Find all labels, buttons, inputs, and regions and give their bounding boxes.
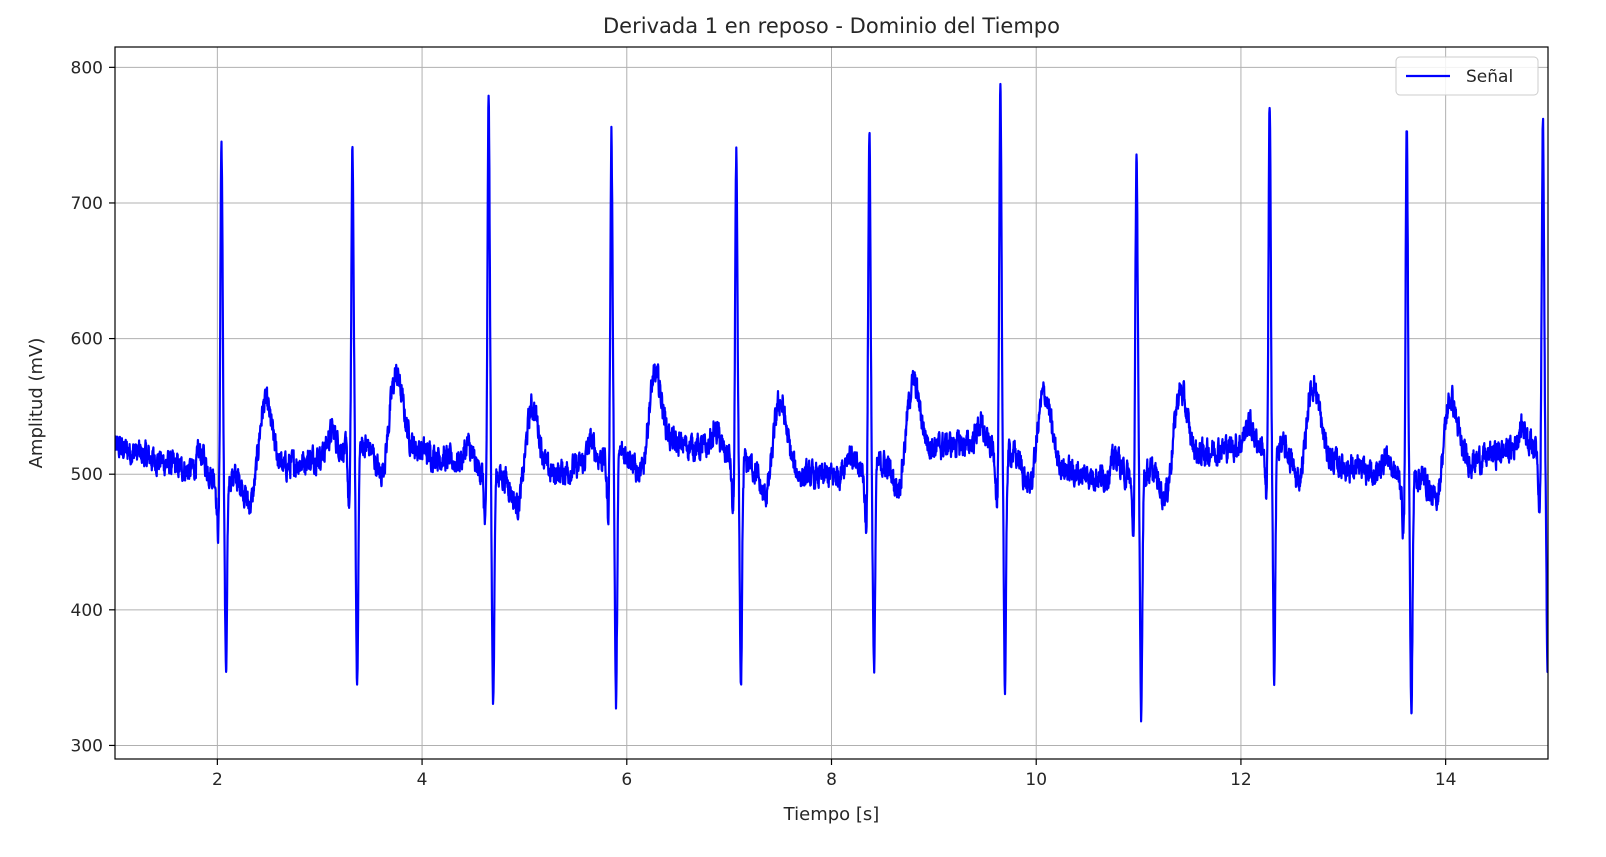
x-axis-title: Tiempo [s] bbox=[783, 804, 880, 825]
legend-box bbox=[1395, 56, 1539, 96]
y-tick-label: 300 bbox=[71, 736, 103, 756]
x-tick-label: 6 bbox=[621, 770, 632, 790]
y-tick-label: 400 bbox=[71, 601, 103, 621]
y-axis-title: Amplitud (mV) bbox=[26, 338, 47, 469]
series-line-senal bbox=[115, 82, 1548, 723]
y-tick-label: 600 bbox=[71, 330, 103, 350]
legend: Señal bbox=[1395, 56, 1539, 96]
y-axis: 300 400 500 600 700 800 bbox=[71, 58, 115, 756]
x-tick-label: 2 bbox=[212, 770, 223, 790]
x-tick-label: 10 bbox=[1025, 770, 1047, 790]
y-tick-label: 500 bbox=[71, 465, 103, 485]
grid-lines bbox=[115, 47, 1548, 759]
y-tick-label: 700 bbox=[71, 194, 103, 214]
y-tick-label: 800 bbox=[71, 58, 103, 78]
x-axis: 2 4 6 8 10 12 14 bbox=[212, 759, 1457, 790]
series-layer bbox=[115, 82, 1548, 723]
x-tick-label: 8 bbox=[826, 770, 837, 790]
chart-title: Derivada 1 en reposo - Dominio del Tiemp… bbox=[603, 14, 1060, 38]
x-tick-label: 4 bbox=[417, 770, 428, 790]
x-tick-label: 14 bbox=[1435, 770, 1457, 790]
x-tick-label: 12 bbox=[1230, 770, 1252, 790]
legend-label-senal: Señal bbox=[1466, 67, 1513, 87]
